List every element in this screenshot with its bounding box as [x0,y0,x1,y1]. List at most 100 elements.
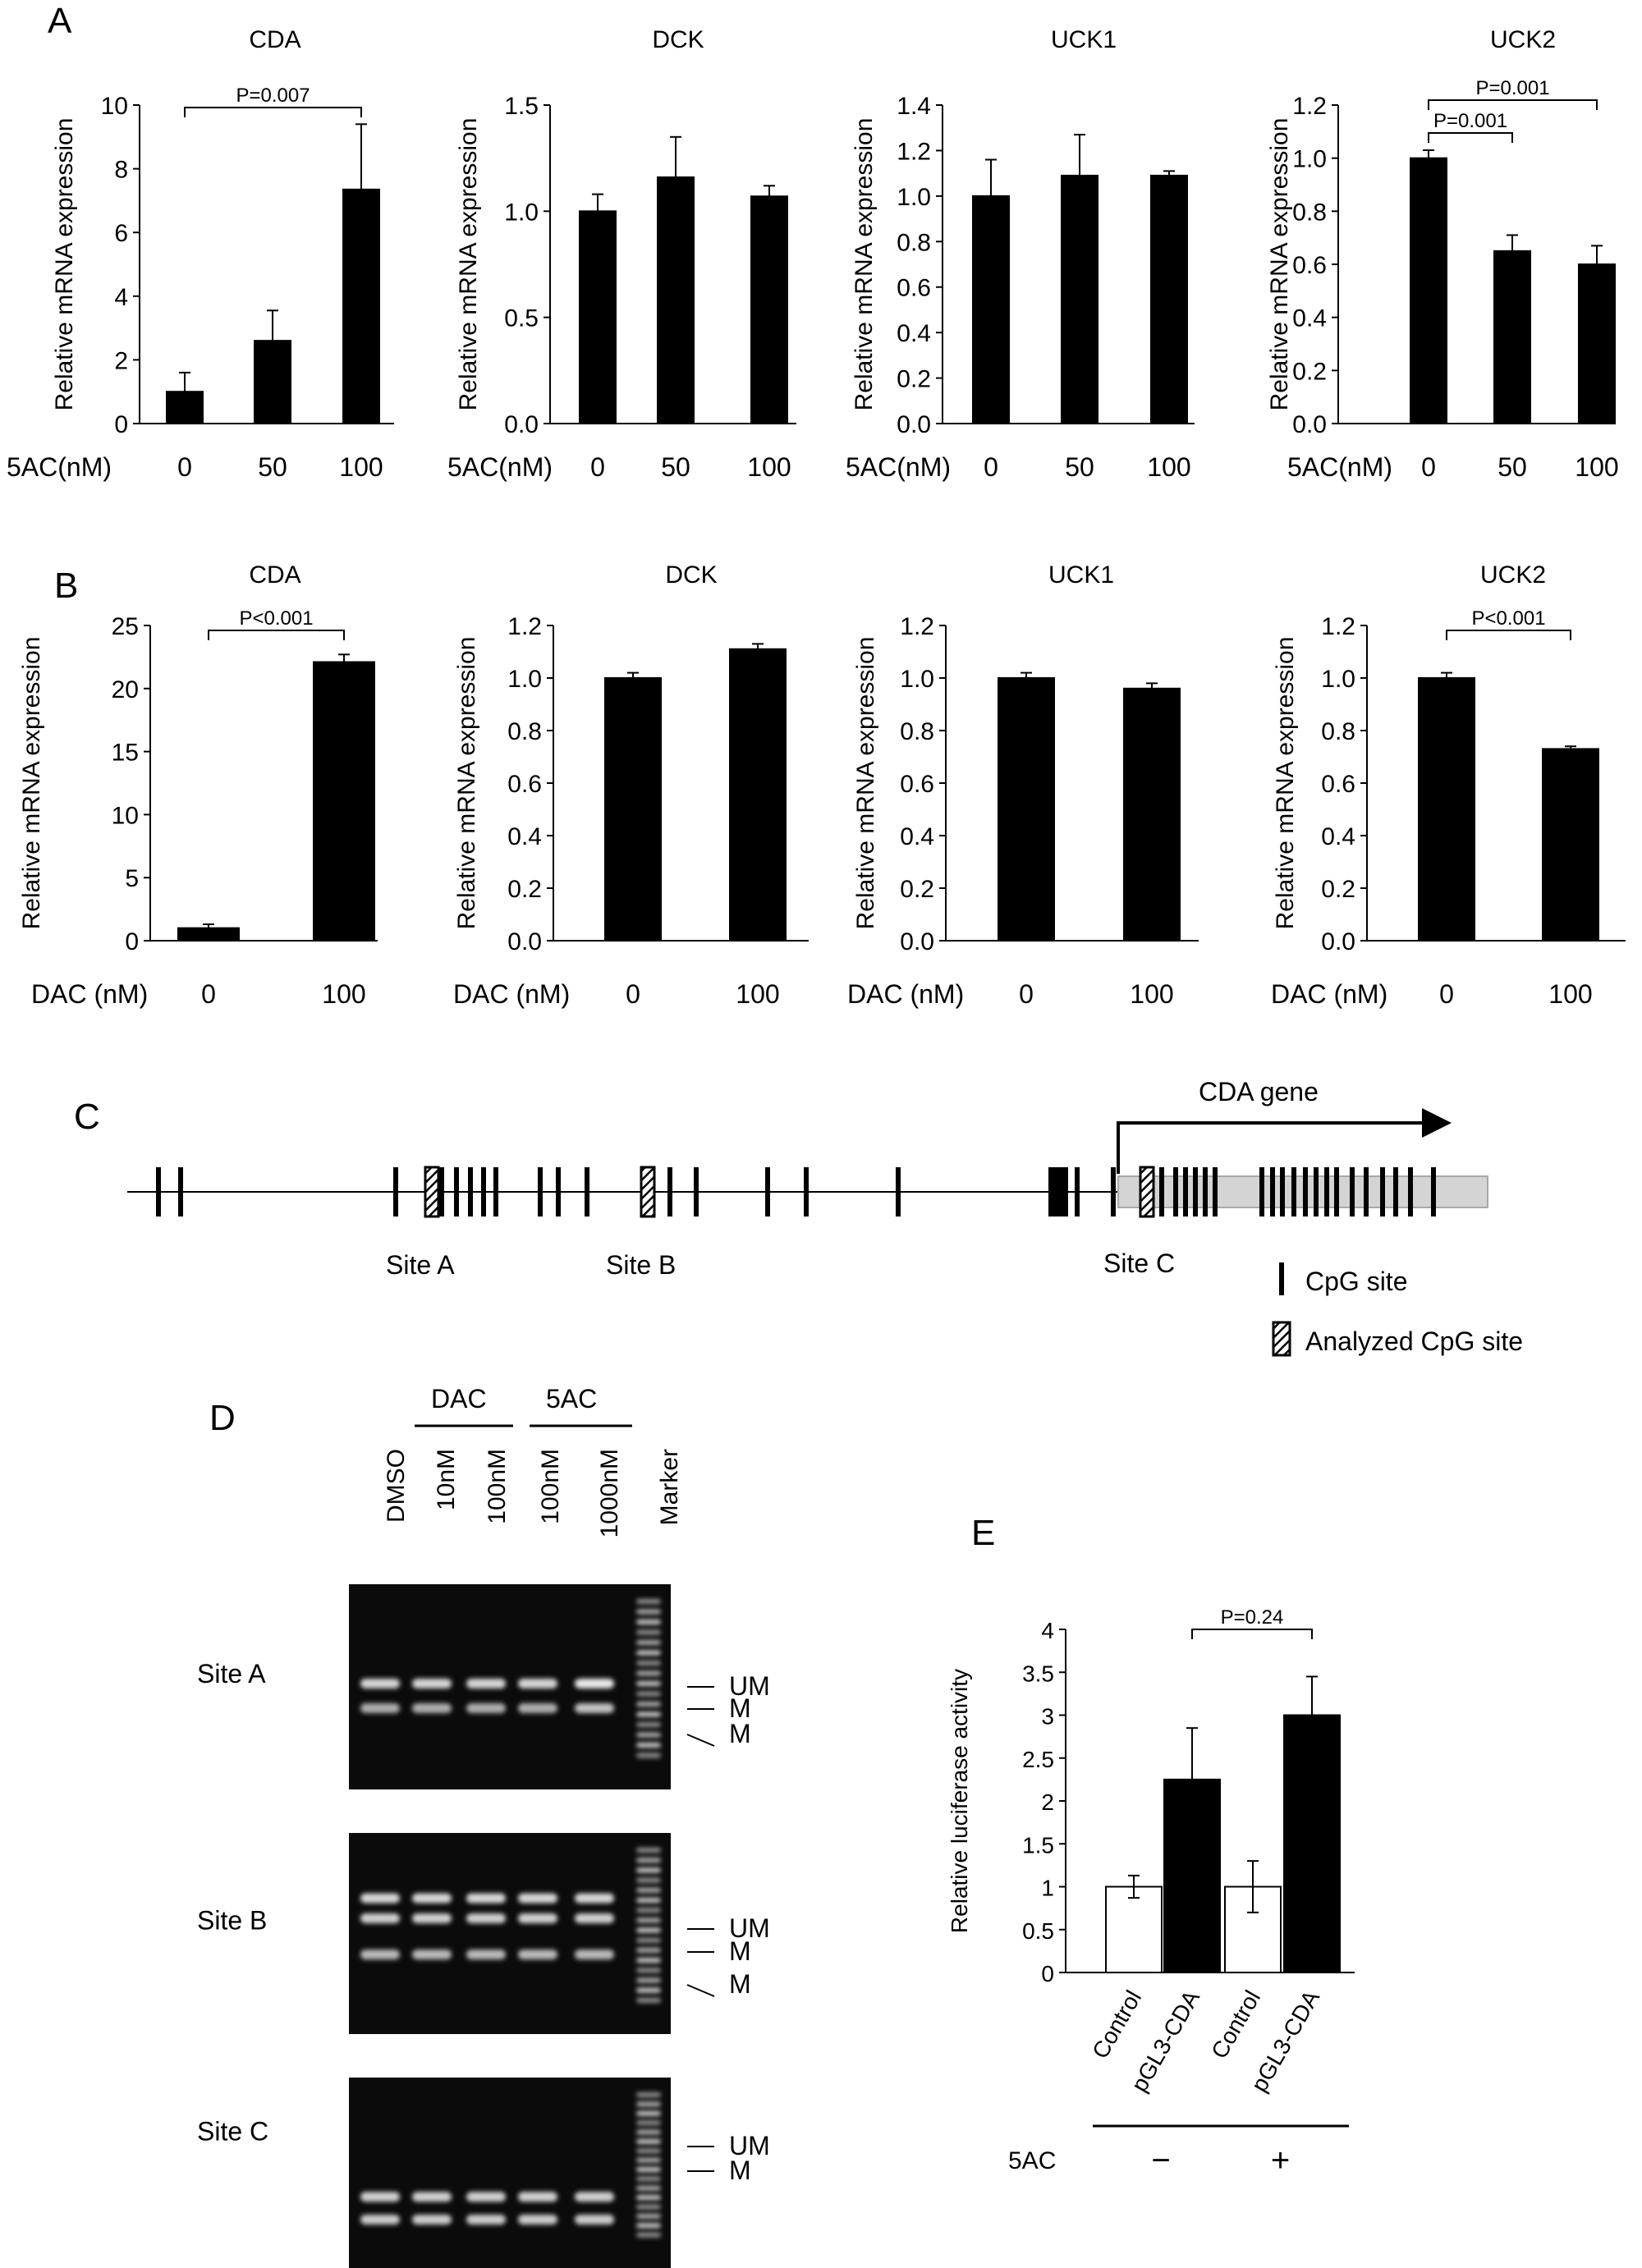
gel-band [575,1913,614,1923]
gel-band-pointer [686,1734,715,1747]
marker-band [636,1620,661,1624]
gel-band [360,1913,400,1923]
bar [1283,1714,1341,1973]
marker-band [636,1848,661,1853]
category-label: 0 [1019,979,1034,1009]
gel-site-label: Site B [197,1906,267,1936]
cpg-site-tick [454,1167,459,1216]
gel-band-label: M [729,1693,751,1723]
y-tick-label: 0.8 [897,229,931,256]
marker-band [636,1629,661,1635]
marker-band [636,1743,661,1748]
category-label: 50 [1065,452,1094,482]
cpg-site-tick [468,1167,473,1216]
y-axis-label: Relative mRNA expression [18,637,45,930]
cpg-site-tick [1111,1167,1116,1216]
marker-band [636,2223,661,2229]
cpg-site-tick [439,1167,444,1216]
chart-b-uck2: 0.0 0.2 0.4 0.6 0.8 1.0 1.2 Relative mRNA expre… [1271,561,1626,1009]
y-tick-label: 0.6 [900,771,934,798]
marker-band [636,1702,661,1707]
y-axis-label: Relative mRNA expression [852,637,879,930]
category-label: 0 [1421,452,1436,482]
y-tick-label: 0.4 [507,823,542,850]
chart-title: CDA [249,561,300,589]
bar [998,677,1055,942]
gel-band-label: UM [729,1913,770,1943]
bar [1542,748,1599,942]
gel-band [518,1950,557,1960]
category-label: Control [1206,1986,1265,2064]
gel-band [575,1703,614,1713]
category-label: 100 [1548,979,1592,1009]
x-axis-label: DAC (nM) [31,979,148,1009]
cpg-site-tick [156,1167,161,1216]
gel-band [466,1913,506,1923]
y-tick-label: 1.2 [1292,93,1327,120]
marker-band [636,1887,661,1893]
marker-band [636,2129,661,2135]
gel-band [518,1679,557,1688]
gel-band [575,2215,614,2225]
significance-label: P=0.001 [1475,77,1549,99]
marker-band [636,2157,661,2163]
marker-band [636,1858,661,1863]
y-tick-label: 3.5 [1022,1661,1054,1686]
bar [579,210,617,424]
y-tick-label: 1.2 [1321,613,1355,640]
y-tick-label: 1.0 [900,666,934,693]
marker-band [636,2167,661,2172]
legend-cpg-label: CpG site [1305,1267,1407,1296]
panel-label-a: A [48,1,72,41]
category-label: 100 [1575,452,1618,482]
gel-band [412,1703,452,1713]
x-axis-label: 5AC(nM) [447,452,553,482]
cpg-site-tick [538,1167,543,1216]
bar [166,391,204,425]
category-label: 50 [1498,452,1527,482]
bar [1410,157,1447,425]
x-axis-label: DAC (nM) [1271,979,1387,1009]
category-label: 0 [626,979,640,1009]
category-label: 100 [339,452,383,482]
marker-band [636,1968,661,1973]
bar [1418,677,1475,942]
y-tick-label: 3 [1041,1704,1054,1730]
bar [1493,250,1531,425]
category-label: 100 [1147,452,1190,482]
y-tick-label: 0.6 [897,275,931,302]
cpg-site-tick [1053,1167,1058,1216]
cpg-site-tick [1350,1167,1355,1216]
gel-band [518,1703,557,1713]
significance-bracket [1446,630,1571,640]
chart-title: CDA [249,26,300,53]
analyzed-cpg-site [424,1166,440,1218]
y-tick-label: 0.2 [897,366,931,393]
cpg-site-tick [1183,1167,1188,1216]
y-tick-label: 0.4 [1321,823,1355,850]
chart-title: UCK1 [1051,26,1117,53]
gel-lane-label: 1000nM [596,1449,623,1537]
significance-label: P<0.001 [239,607,313,630]
y-tick-label: 10 [112,802,139,829]
cpg-site-tick [1303,1167,1308,1216]
cpg-site-tick [178,1167,183,1216]
marker-band [636,1681,661,1686]
bar [750,195,788,425]
gel-lane-labels: DMSO 10nM 100nM 100nM 1000nM Marker [383,1449,683,1537]
marker-band [636,1732,661,1738]
significance-bracket [208,630,345,640]
chart-title: UCK2 [1480,561,1546,589]
bar [254,340,291,424]
legend-analyzed-label: Analyzed CpG site [1305,1326,1523,1356]
cpg-site-tick [1213,1167,1218,1216]
significance-bracket [1428,99,1598,110]
cpg-site-tick [1408,1167,1413,1216]
gel-panel: DAC 5AC DMSO 10nM 100nM 100nM 1000nM Marker S… [197,1384,770,2268]
gel-band [518,1893,557,1904]
bar [1061,174,1098,425]
x-axis-label: 5AC(nM) [1287,452,1392,482]
y-tick-label: 8 [114,157,128,184]
marker-band [636,1977,661,1983]
